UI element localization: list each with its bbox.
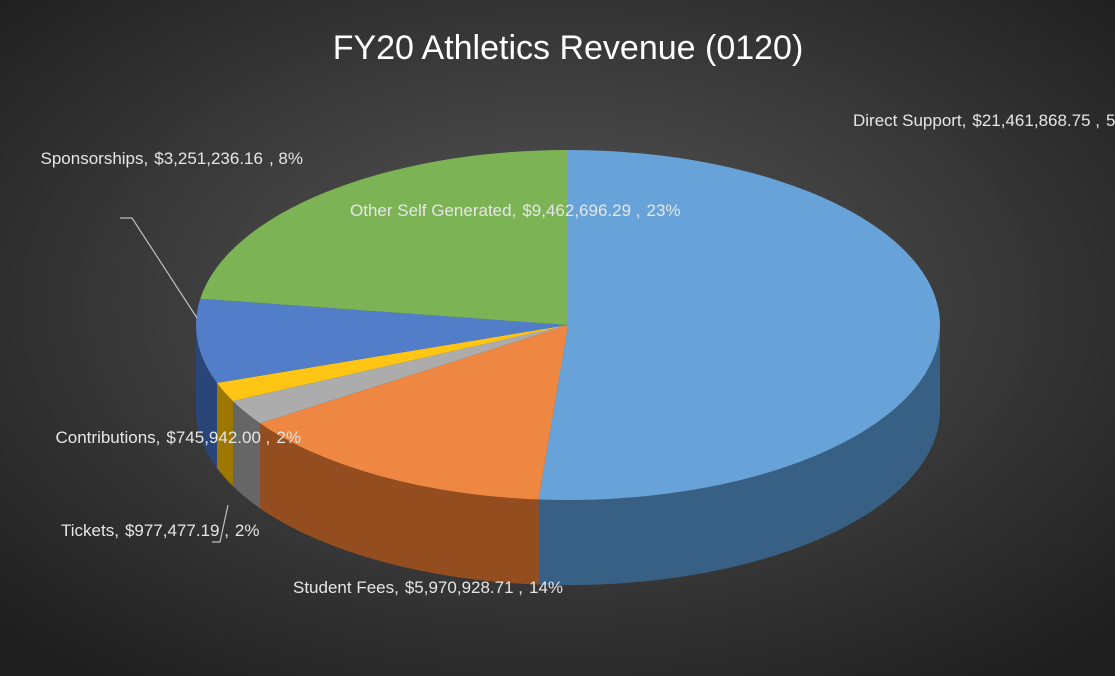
slice-highlight <box>232 325 568 424</box>
side-shade <box>232 400 261 509</box>
label-category: Sponsorships, <box>40 149 149 168</box>
pie-slice <box>260 325 568 500</box>
data-label: Tickets, $977,477.19 , 2% <box>58 518 260 543</box>
pie-slice-side <box>216 382 233 486</box>
pie-slice-side <box>538 325 940 586</box>
pie-slice <box>216 325 568 401</box>
label-percent: 14% <box>529 578 564 597</box>
label-value: $977,477.19 , <box>124 521 229 540</box>
pie-slice <box>538 150 941 500</box>
label-percent: 23% <box>646 201 681 220</box>
label-category: Contributions, <box>55 428 161 447</box>
pie <box>196 150 941 586</box>
slice-highlight <box>196 298 569 383</box>
pie-slice-side <box>196 325 217 468</box>
label-percent: 2% <box>234 521 260 540</box>
leader-line <box>120 217 198 319</box>
label-value: $21,461,868.75 , <box>972 111 1101 130</box>
label-percent: 2% <box>276 428 301 447</box>
label-percent: 51% <box>1106 111 1115 130</box>
pie-slice-side <box>260 423 539 585</box>
chart-title: FY20 Athletics Revenue (0120) <box>333 29 804 67</box>
label-category: Direct Support, <box>853 111 967 130</box>
label-percent: , 8% <box>268 149 303 168</box>
label-value: $3,251,236.16 <box>154 149 263 168</box>
pie-slice-side <box>232 400 261 509</box>
label-value: $5,970,928.71 , <box>404 578 524 597</box>
pie-slice <box>232 325 568 424</box>
slice-highlight <box>216 325 568 401</box>
side-shade <box>196 325 217 468</box>
data-label: Contributions, $745,942.00 , 2% <box>53 425 301 450</box>
label-value: $9,462,696.29 , <box>522 201 641 220</box>
side-shade <box>260 423 539 585</box>
label-category: Student Fees, <box>293 578 399 597</box>
data-label: Direct Support, $21,461,868.75 , 51% <box>850 108 1115 133</box>
label-value: $745,942.00 , <box>166 428 271 447</box>
data-label: Sponsorships, $3,251,236.16 , 8% <box>38 146 303 171</box>
data-label: Other Self Generated, $9,462,696.29 , 23% <box>347 198 681 223</box>
side-shade <box>216 382 233 486</box>
leader-line <box>212 504 229 543</box>
slice-highlight <box>200 150 568 325</box>
data-label: Student Fees, $5,970,928.71 , 14% <box>290 575 563 600</box>
label-category: Tickets, <box>61 521 119 540</box>
label-category: Other Self Generated, <box>350 201 517 220</box>
slice-highlight <box>260 325 568 500</box>
slice-highlight <box>538 150 941 500</box>
side-shade <box>538 325 940 586</box>
pie-slice <box>200 150 568 325</box>
pie-slice <box>196 298 569 383</box>
